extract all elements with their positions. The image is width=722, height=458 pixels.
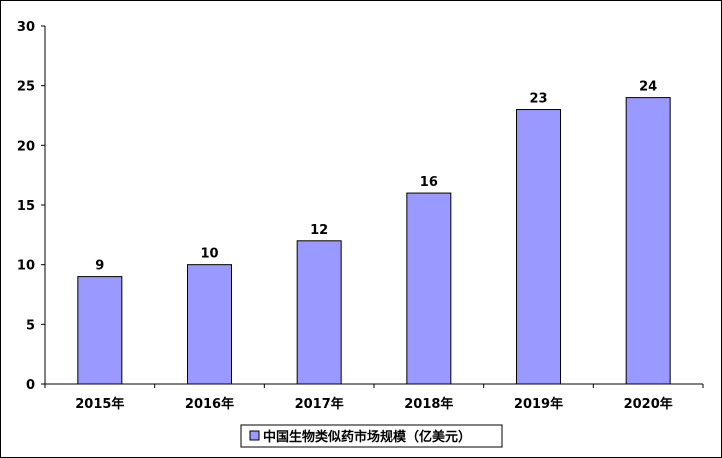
x-tick-label: 2017年 xyxy=(295,396,344,412)
data-label: 23 xyxy=(529,92,547,107)
data-label: 9 xyxy=(95,259,104,274)
x-tick-label: 2015年 xyxy=(75,396,124,412)
bars xyxy=(77,97,671,385)
x-tick-label: 2020年 xyxy=(624,396,673,412)
data-label: 10 xyxy=(200,247,218,262)
y-tick-label: 15 xyxy=(17,199,35,214)
bar xyxy=(77,276,123,385)
bar xyxy=(187,264,232,385)
data-label: 12 xyxy=(310,223,328,238)
x-tick-label: 2019年 xyxy=(514,396,563,412)
y-tick-label: 25 xyxy=(17,80,35,95)
legend-swatch xyxy=(249,430,260,441)
legend-box xyxy=(240,424,503,448)
y-tick-label: 5 xyxy=(26,318,35,333)
data-label: 24 xyxy=(639,80,657,95)
bar xyxy=(406,192,452,385)
bar xyxy=(516,109,561,385)
y-tick-label: 0 xyxy=(26,378,35,393)
x-tick-label: 2018年 xyxy=(404,396,453,412)
legend: 中国生物类似药市场规模（亿美元） xyxy=(240,424,503,448)
y-tick-label: 30 xyxy=(17,20,35,35)
data-label: 16 xyxy=(420,175,438,190)
legend-label: 中国生物类似药市场规模（亿美元） xyxy=(263,429,471,445)
y-tick-label: 10 xyxy=(17,259,35,274)
y-axis: 0 5 10 15 20 25 30 xyxy=(17,20,46,393)
y-tick-label: 20 xyxy=(17,139,35,154)
data-labels: 9 10 12 16 23 24 xyxy=(95,80,657,274)
x-axis: 2015年 2016年 2017年 2018年 2019年 2020年 xyxy=(44,383,704,412)
bar xyxy=(296,240,342,385)
bar xyxy=(625,97,671,385)
x-tick-label: 2016年 xyxy=(185,396,234,412)
